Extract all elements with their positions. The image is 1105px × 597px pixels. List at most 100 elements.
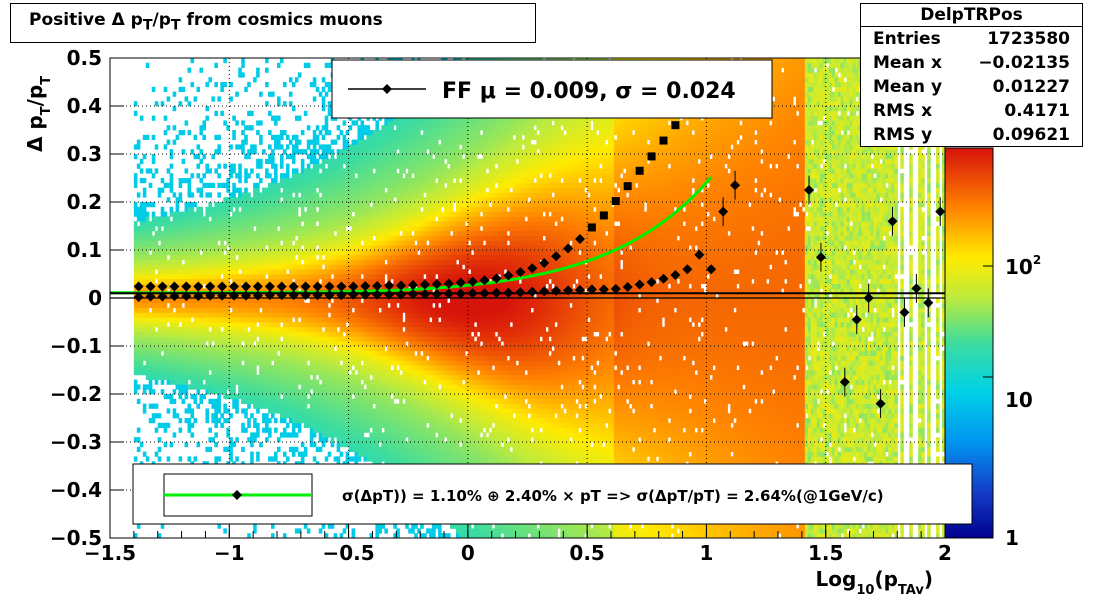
heatmap-cell xyxy=(169,254,174,260)
heatmap-cell xyxy=(229,168,233,174)
heatmap-cell xyxy=(139,230,144,236)
heatmap-cell xyxy=(241,350,245,356)
heatmap-cell xyxy=(285,202,290,208)
heatmap-cell xyxy=(193,317,198,323)
heatmap-cell xyxy=(151,370,156,376)
heatmap-cell xyxy=(268,211,272,217)
heatmap-cell xyxy=(232,302,236,308)
heatmap-cell xyxy=(214,418,218,424)
heatmap-cell xyxy=(184,307,189,313)
heatmap-cell xyxy=(148,326,153,332)
heatmap-cell xyxy=(139,202,144,208)
heatmap-cell xyxy=(259,226,263,232)
heatmap-cell xyxy=(220,278,224,284)
heatmap-cell xyxy=(214,206,218,212)
heatmap-cell xyxy=(136,326,141,332)
heatmap-cell xyxy=(154,331,159,337)
heatmap-cell xyxy=(163,259,168,265)
heatmap-cell xyxy=(312,254,317,260)
heatmap-cell xyxy=(226,278,230,284)
heatmap-cell xyxy=(223,202,227,208)
heatmap-cell xyxy=(223,446,227,452)
heatmap-cell xyxy=(172,370,177,376)
heatmap-cell xyxy=(288,77,293,83)
heatmap-cell xyxy=(136,398,141,404)
heatmap-cell xyxy=(142,221,147,227)
heatmap-cell xyxy=(217,336,221,342)
heatmap-cell xyxy=(241,230,245,236)
heatmap-cell xyxy=(378,528,382,534)
heatmap-cell xyxy=(244,230,248,236)
heatmap-cell xyxy=(229,446,233,452)
heatmap-cell xyxy=(235,202,239,208)
heatmap-cell xyxy=(145,302,150,308)
heatmap-cell xyxy=(318,264,323,270)
heatmap-cell xyxy=(247,370,251,376)
heatmap-cell xyxy=(226,350,230,356)
heatmap-cell xyxy=(279,230,284,236)
heatmap-cell xyxy=(250,365,254,371)
heatmap-cell xyxy=(184,216,189,222)
heatmap-cell xyxy=(241,346,245,352)
heatmap-cell xyxy=(151,374,156,380)
heatmap-cell xyxy=(250,240,254,246)
heatmap-cell xyxy=(271,302,275,308)
heatmap-cell xyxy=(229,355,233,361)
heatmap-cell xyxy=(181,370,186,376)
heatmap-cell xyxy=(232,221,236,227)
heatmap-cell xyxy=(190,355,195,361)
heatmap-cell xyxy=(279,235,284,241)
heatmap-cell xyxy=(274,302,278,308)
heatmap-cell xyxy=(259,139,263,145)
heatmap-cell xyxy=(145,322,150,328)
heatmap-cell xyxy=(217,254,221,260)
heatmap-cell xyxy=(238,302,242,308)
heatmap-cell xyxy=(247,533,251,539)
heatmap-cell xyxy=(163,355,168,361)
heatmap-cell xyxy=(196,173,201,179)
heatmap-cell xyxy=(277,134,281,140)
heatmap-cell xyxy=(250,379,254,385)
heatmap-cell xyxy=(282,182,287,188)
heatmap-cell xyxy=(196,384,201,390)
heatmap-cell xyxy=(294,77,299,83)
heatmap-cell xyxy=(214,307,218,313)
heatmap-cell xyxy=(157,437,162,443)
heatmap-cell xyxy=(282,350,287,356)
heatmap-cell xyxy=(247,365,251,371)
heatmap-cell xyxy=(238,144,242,150)
heatmap-cell xyxy=(277,254,281,260)
heatmap-cell xyxy=(268,350,272,356)
heatmap-cell xyxy=(244,274,248,280)
heatmap-cell xyxy=(181,307,186,313)
heatmap-cell xyxy=(136,365,141,371)
heatmap-cell xyxy=(226,250,230,256)
heatmap-cell xyxy=(279,274,284,280)
heatmap-cell xyxy=(253,418,257,424)
heatmap-cell xyxy=(169,149,174,155)
heatmap-cell xyxy=(271,178,275,184)
heatmap-cell xyxy=(145,134,150,140)
heatmap-cell xyxy=(205,298,210,304)
heatmap-cell xyxy=(279,154,284,160)
heatmap-cell xyxy=(247,226,251,232)
heatmap-cell xyxy=(175,216,180,222)
heatmap-cell xyxy=(199,178,204,184)
heatmap-cell xyxy=(277,322,281,328)
heatmap-cell xyxy=(196,245,201,251)
heatmap-cell xyxy=(154,374,159,380)
heatmap-cell xyxy=(285,389,290,395)
heatmap-cell xyxy=(190,307,195,313)
heatmap-cell xyxy=(265,58,269,64)
heatmap-cell xyxy=(139,442,144,448)
heatmap-cell xyxy=(160,360,165,366)
heatmap-cell xyxy=(226,254,230,260)
heatmap-cell xyxy=(229,350,233,356)
heatmap-cell xyxy=(199,264,204,270)
heatmap-cell xyxy=(166,250,171,256)
heatmap-cell xyxy=(274,451,278,457)
heatmap-cell xyxy=(238,283,242,289)
heatmap-cell xyxy=(145,202,150,208)
heatmap-cell xyxy=(235,331,239,337)
heatmap-cell xyxy=(277,341,281,347)
